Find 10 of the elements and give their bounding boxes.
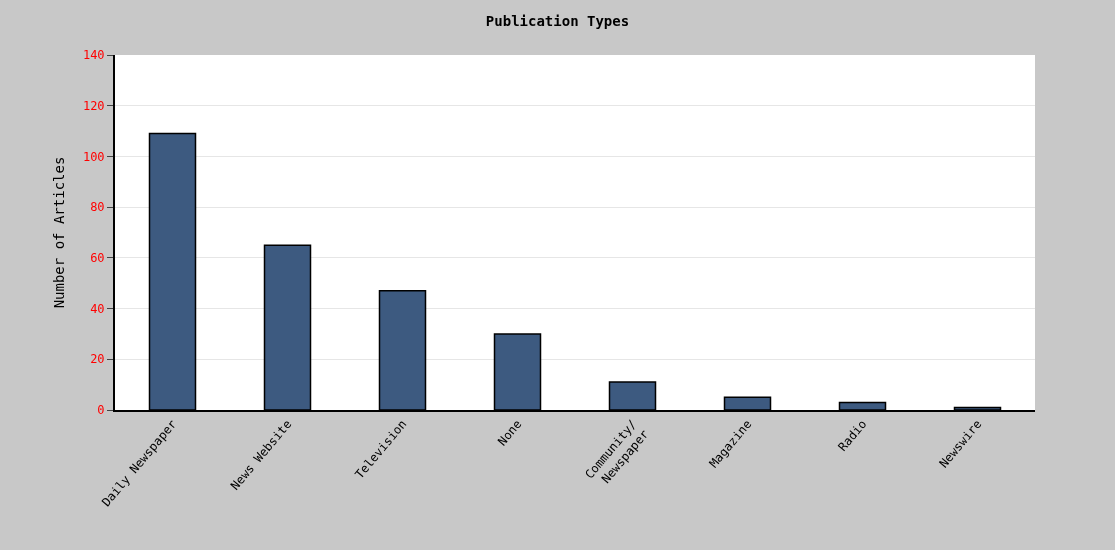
chart-title: Publication Types bbox=[485, 13, 630, 30]
y-tick-label: 100 bbox=[82, 149, 105, 164]
y-tick-label: 140 bbox=[82, 48, 105, 63]
y-tick-label: 60 bbox=[90, 251, 105, 266]
y-tick-label: 20 bbox=[90, 352, 105, 367]
y-tick-label: 0 bbox=[97, 403, 105, 418]
y-axis-title: Number of Articles bbox=[51, 156, 68, 309]
y-tick-label: 80 bbox=[90, 200, 105, 215]
y-tick-label: 40 bbox=[90, 301, 105, 316]
y-tick-label: 120 bbox=[82, 98, 105, 113]
